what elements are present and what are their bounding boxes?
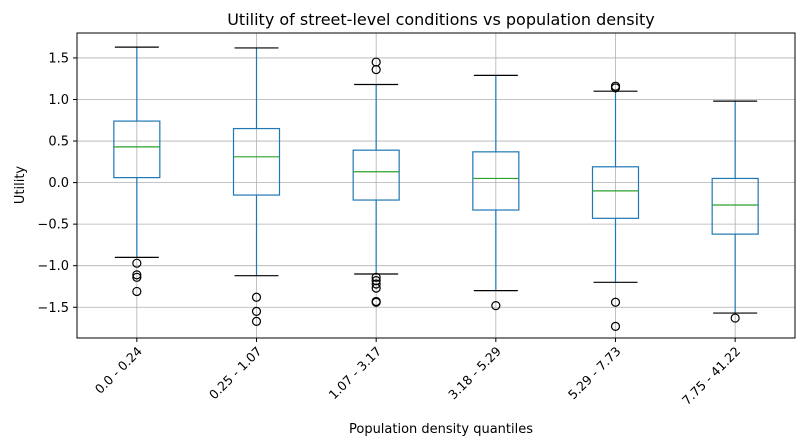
box-iqr — [472, 151, 520, 211]
outlier-point — [251, 292, 262, 302]
outlier-point — [371, 297, 381, 307]
x-tick-label: 1.07 - 3.17 — [326, 344, 385, 403]
outlier-point — [491, 300, 501, 311]
x-axis: 0.0 - 0.24 0.25 - 1.07 1.07 - 3.17 3.18 - 5… — [92, 338, 743, 408]
plot-frame — [76, 32, 796, 339]
x-tick-label: 5.29 - 7.73 — [565, 344, 624, 403]
box-5 — [591, 81, 640, 331]
outlier-point — [132, 258, 142, 268]
outlier-point — [371, 283, 381, 293]
box-3 — [352, 57, 400, 307]
chart-title: Utility of street-level conditions vs po… — [227, 10, 655, 29]
box-iqr — [113, 120, 161, 179]
y-tick-label: −1.0 — [37, 259, 69, 274]
outlier-point — [610, 297, 621, 307]
outlier-point — [610, 83, 621, 93]
y-tick-label: −1.5 — [37, 301, 69, 316]
box-iqr — [711, 177, 759, 235]
y-tick-label: 0.5 — [48, 135, 69, 150]
y-tick-label: 0.0 — [48, 176, 69, 191]
outlier-point — [132, 272, 142, 282]
box-iqr — [352, 149, 400, 201]
grid — [77, 33, 795, 338]
x-tick-label: 3.18 - 5.29 — [445, 343, 504, 402]
y-tick-label: −0.5 — [37, 218, 69, 233]
boxes — [113, 46, 759, 331]
outlier-point — [371, 272, 381, 282]
y-axis: −1.5 −1.0 −0.5 0.0 0.5 1.0 1.5 — [37, 51, 77, 316]
box-2 — [232, 47, 281, 326]
y-axis-label: Utility — [13, 166, 28, 205]
box-iqr — [591, 166, 640, 219]
outlier-point — [610, 321, 621, 331]
x-tick-label: 7.75 - 41.22 — [679, 344, 743, 408]
outlier-point — [371, 64, 381, 75]
y-tick-label: 1.5 — [48, 51, 69, 66]
x-axis-label: Population density quantiles — [349, 422, 533, 437]
outlier-point — [251, 306, 262, 317]
box-4 — [472, 74, 520, 311]
x-tick-label: 0.0 - 0.24 — [92, 343, 145, 396]
box-iqr — [232, 127, 281, 196]
outlier-point — [371, 279, 381, 289]
outlier-point — [132, 270, 142, 280]
box-6 — [711, 100, 759, 323]
y-tick-label: 1.0 — [48, 93, 69, 108]
box-1 — [113, 46, 161, 297]
x-tick-label: 0.25 - 1.07 — [206, 344, 265, 403]
outlier-point — [730, 313, 740, 323]
outlier-point — [251, 316, 262, 326]
outlier-point — [132, 286, 142, 297]
